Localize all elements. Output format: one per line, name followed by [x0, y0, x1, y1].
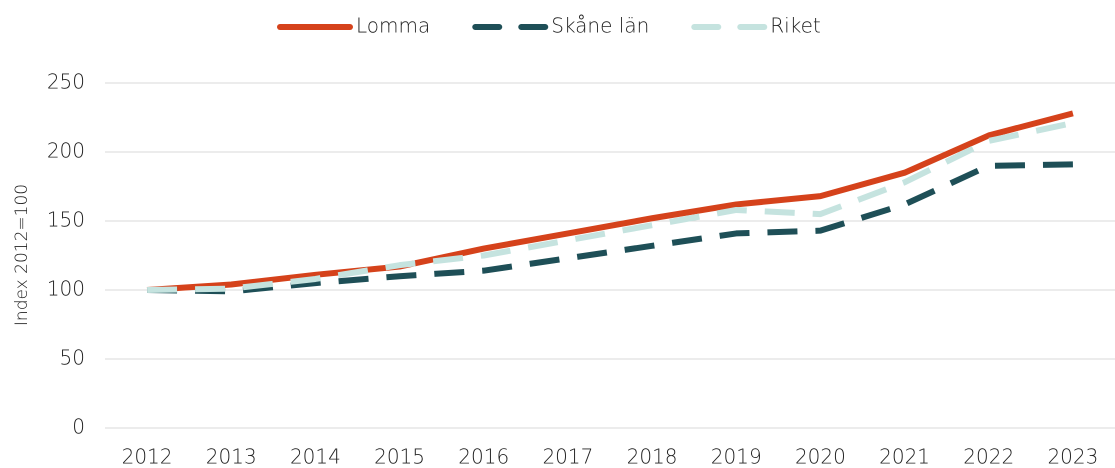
x-tick-label: 2020	[795, 445, 846, 468]
y-tick-label: 250	[47, 70, 85, 94]
y-tick-label: 50	[60, 346, 85, 370]
y-tick-label: 100	[47, 277, 85, 301]
x-tick-label: 2021	[879, 445, 930, 468]
x-tick-label: 2018	[627, 445, 678, 468]
y-tick-label: 150	[47, 208, 85, 232]
legend-label: Lomma	[356, 14, 430, 38]
y-tick-label: 200	[47, 139, 85, 163]
x-tick-label: 2016	[458, 445, 509, 468]
x-tick-label: 2013	[206, 445, 257, 468]
legend-label: Skåne län	[551, 14, 649, 38]
x-tick-label: 2019	[711, 445, 762, 468]
x-tick-label: 2022	[963, 445, 1014, 468]
series-line	[146, 110, 1074, 293]
x-tick-label: 2014	[290, 445, 341, 468]
x-tick-label: 2017	[542, 445, 593, 468]
y-tick-label: 0	[72, 415, 85, 439]
series-line	[147, 161, 1073, 295]
x-tick-label: 2023	[1047, 445, 1098, 468]
legend: Lomma Skåne län Riket	[277, 14, 821, 38]
series-line	[147, 120, 1074, 293]
legend-label: Riket	[770, 14, 820, 38]
x-tick-label: 2012	[122, 445, 173, 468]
y-axis-label: Index 2012=100	[12, 184, 32, 326]
x-tick-label: 2015	[374, 445, 425, 468]
